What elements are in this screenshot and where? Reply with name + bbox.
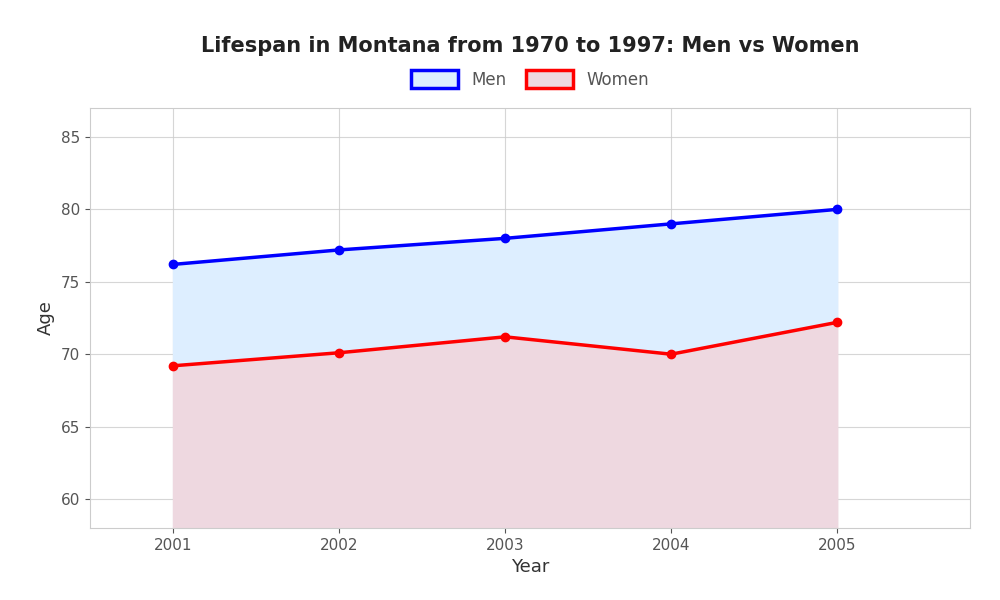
X-axis label: Year: Year bbox=[511, 558, 549, 576]
Title: Lifespan in Montana from 1970 to 1997: Men vs Women: Lifespan in Montana from 1970 to 1997: M… bbox=[201, 37, 859, 56]
Y-axis label: Age: Age bbox=[37, 301, 55, 335]
Legend: Men, Women: Men, Women bbox=[403, 62, 657, 97]
